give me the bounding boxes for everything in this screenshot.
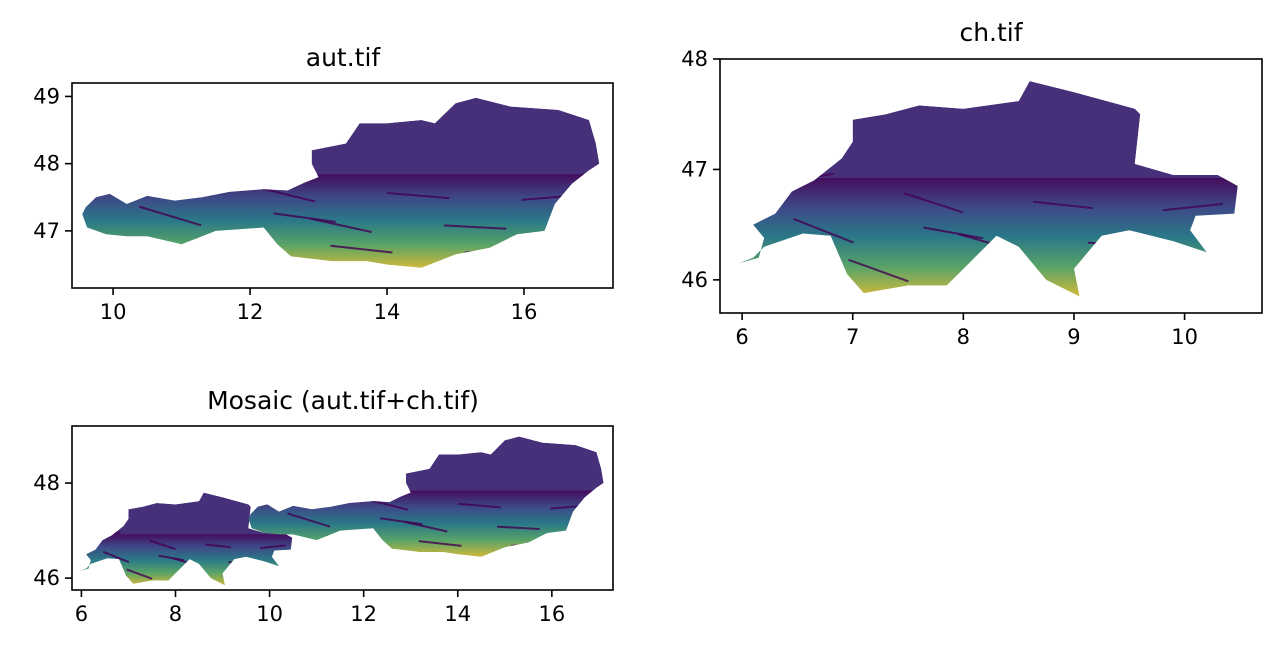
panel-aut-tif: aut.tif 10 12 14 16 47 48 49 <box>33 43 614 324</box>
axes-frame <box>719 58 1263 314</box>
x-tick-label: 8 <box>169 602 182 626</box>
elevation-map <box>80 436 604 586</box>
panel-title: aut.tif <box>306 43 382 72</box>
axes: 10 12 14 16 47 48 49 <box>33 82 614 324</box>
x-tick-label: 6 <box>75 602 88 626</box>
axes: 6 7 8 9 10 46 47 48 <box>681 47 1263 349</box>
y-tick-label: 47 <box>681 157 708 181</box>
x-tick-label: 12 <box>350 602 377 626</box>
country-raster <box>738 81 1238 297</box>
axes-frame <box>71 82 614 289</box>
x-tick-label: 16 <box>511 300 538 324</box>
x-tick-label: 6 <box>735 325 748 349</box>
x-tick-label: 10 <box>100 300 127 324</box>
y-tick-label: 46 <box>681 268 708 292</box>
x-tick-label: 12 <box>237 300 264 324</box>
panel-title: ch.tif <box>959 18 1023 47</box>
x-tick-label: 16 <box>538 602 565 626</box>
panel-ch-tif: ch.tif 6 7 8 9 10 46 47 48 <box>681 18 1263 349</box>
y-tick-label: 49 <box>33 84 60 108</box>
country-raster <box>248 436 604 557</box>
axes-frame <box>71 425 614 591</box>
x-tick-label: 8 <box>957 325 970 349</box>
panel-mosaic: Mosaic (aut.tif+ch.tif) 6 8 10 12 14 16 46 48 <box>33 386 614 626</box>
y-tick-label: 48 <box>33 471 60 495</box>
country-raster <box>80 492 293 586</box>
y-tick-label: 47 <box>33 219 60 243</box>
x-tick-label: 14 <box>444 602 471 626</box>
country-raster <box>82 97 600 268</box>
panel-title: Mosaic (aut.tif+ch.tif) <box>207 386 479 415</box>
x-tick-label: 10 <box>1171 325 1198 349</box>
elevation-map <box>738 81 1238 297</box>
y-tick-label: 48 <box>33 152 60 176</box>
x-tick-label: 14 <box>374 300 401 324</box>
elevation-map <box>82 97 600 268</box>
y-tick-label: 46 <box>33 566 60 590</box>
y-tick-label: 48 <box>681 47 708 71</box>
x-tick-label: 9 <box>1067 325 1080 349</box>
x-tick-label: 10 <box>256 602 283 626</box>
axes: 6 8 10 12 14 16 46 48 <box>33 425 614 626</box>
x-tick-label: 7 <box>846 325 859 349</box>
